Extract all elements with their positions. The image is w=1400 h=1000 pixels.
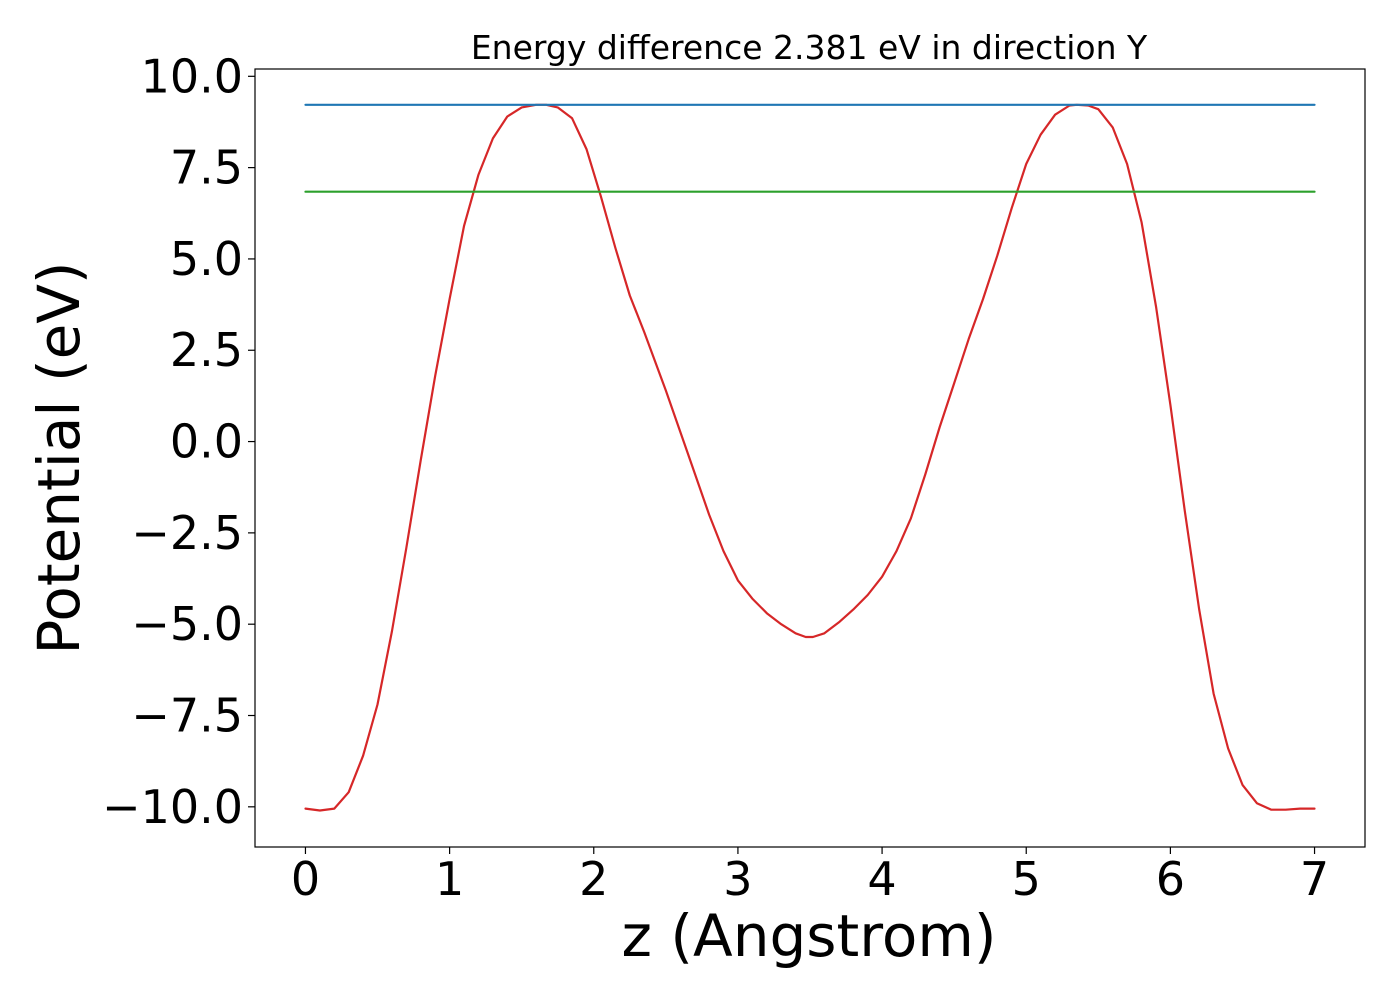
y-tick-label: 2.5 <box>170 323 243 377</box>
x-tick-label: 6 <box>1156 852 1185 906</box>
y-tick-label: 0.0 <box>170 415 243 469</box>
y-tick-label: 5.0 <box>170 232 243 286</box>
y-tick-label: 7.5 <box>170 141 243 195</box>
series-layer <box>304 103 1316 812</box>
series-line-0 <box>304 103 1316 812</box>
x-tick-label: 3 <box>723 852 752 906</box>
x-tick-label: 5 <box>1012 852 1041 906</box>
x-tick-label: 2 <box>579 852 608 906</box>
y-tick-label: −2.5 <box>131 506 243 560</box>
plot-area-frame <box>254 68 1366 848</box>
x-tick-label: 1 <box>435 852 464 906</box>
x-tick-label: 7 <box>1300 852 1329 906</box>
x-tick-label: 0 <box>291 852 320 906</box>
y-tick-label: −5.0 <box>131 597 243 651</box>
x-axis-label: z (Angstrom) <box>622 902 997 970</box>
x-axis: 0 1 2 3 4 5 6 7 <box>291 847 1329 906</box>
y-axis-label: Potential (eV) <box>25 261 93 654</box>
chart-title: Energy difference 2.381 eV in direction … <box>471 28 1148 67</box>
y-tick-label: 10.0 <box>141 49 243 103</box>
y-tick-label: −7.5 <box>131 689 243 743</box>
y-axis: 10.0 7.5 5.0 2.5 0.0 −2.5 −5.0 −7.5 −10.0 <box>102 49 255 834</box>
x-tick-label: 4 <box>867 852 896 906</box>
y-tick-label: −10.0 <box>102 780 243 834</box>
